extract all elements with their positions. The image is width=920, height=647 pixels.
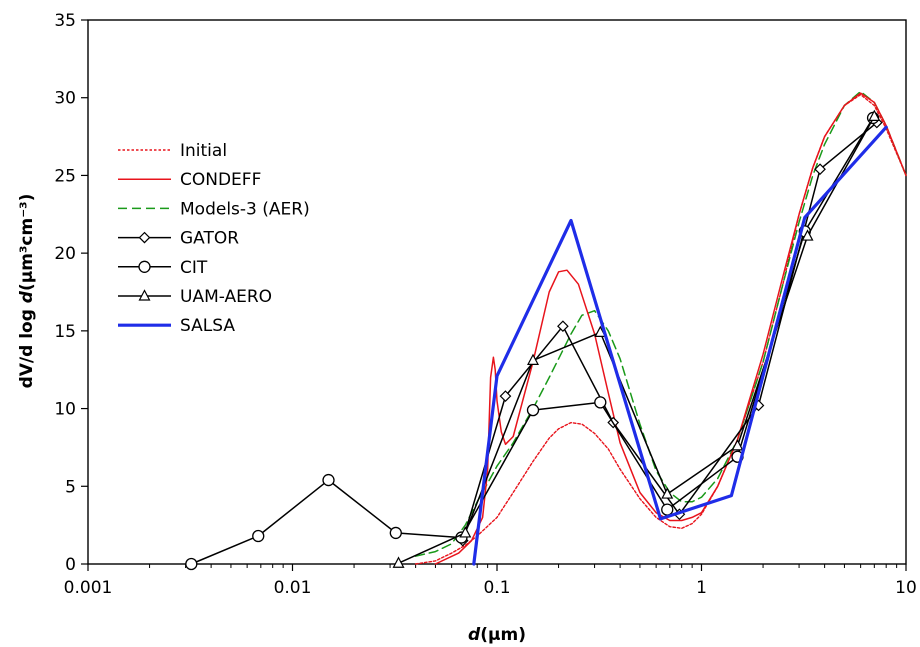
x-tick-label: 0.001 xyxy=(64,578,113,598)
legend-marker-cit xyxy=(138,260,151,273)
data-point-cit xyxy=(526,403,540,417)
series-initial xyxy=(414,93,907,565)
data-point-uam-aero xyxy=(459,526,472,538)
legend-label-models-3-aer: Models-3 (AER) xyxy=(180,199,310,219)
legend-entry-uam-aero: UAM-AERO xyxy=(118,287,272,307)
series-line-condeff xyxy=(434,92,907,565)
y-tick-label: 5 xyxy=(65,477,76,497)
y-tick-label: 30 xyxy=(54,89,76,109)
legend-label-uam-aero: UAM-AERO xyxy=(180,287,272,307)
series-line-models-3-aer xyxy=(414,90,907,557)
legend-entry-models-3-aer: Models-3 (AER) xyxy=(118,199,310,219)
data-point-cit xyxy=(252,529,265,543)
series-line-uam-aero xyxy=(397,115,876,564)
legend-label-salsa: SALSA xyxy=(180,316,235,336)
y-axis-title: dV/d log d(µm³cm⁻³) xyxy=(17,194,37,389)
data-point-uam-aero xyxy=(661,487,674,499)
y-tick-label: 25 xyxy=(54,166,76,186)
legend-marker-gator xyxy=(138,231,151,244)
x-axis-title: d(µm) xyxy=(468,625,526,645)
legend: Initial CONDEFF Models-3 (AER) GATOR CIT UAM-… xyxy=(118,141,310,336)
legend-label-cit: CIT xyxy=(180,258,208,278)
series-condeff xyxy=(434,92,907,565)
data-point-gator xyxy=(814,163,826,176)
x-tick-label: 0.1 xyxy=(483,578,510,598)
y-tick-label: 15 xyxy=(54,322,76,342)
x-tick-label: 0.01 xyxy=(274,578,312,598)
data-point-uam-aero xyxy=(868,109,881,121)
series-line-gator xyxy=(461,121,878,542)
legend-label-condeff: CONDEFF xyxy=(180,170,261,190)
y-tick-label: 10 xyxy=(54,400,76,420)
data-point-cit xyxy=(185,557,198,571)
data-point-cit xyxy=(322,473,335,487)
legend-entry-salsa: SALSA xyxy=(118,316,235,336)
y-tick-label: 20 xyxy=(54,244,76,264)
y-tick-label: 0 xyxy=(65,555,76,575)
data-point-uam-aero xyxy=(801,229,814,241)
data-point-uam-aero xyxy=(392,556,405,568)
series-line-initial xyxy=(414,93,907,565)
data-point-uam-aero xyxy=(731,439,744,451)
legend-label-initial: Initial xyxy=(180,141,227,161)
series-salsa xyxy=(472,125,888,566)
data-point-uam-aero xyxy=(527,353,540,365)
legend-marker-uam-aero xyxy=(138,289,151,301)
series-line-salsa xyxy=(472,125,888,566)
x-tick-label: 1 xyxy=(696,578,707,598)
legend-entry-gator: GATOR xyxy=(118,229,239,249)
x-tick-label: 10 xyxy=(895,578,917,598)
legend-label-gator: GATOR xyxy=(180,229,239,249)
legend-entry-condeff: CONDEFF xyxy=(118,170,261,190)
data-point-cit xyxy=(389,526,402,540)
series-models-3-aer xyxy=(414,90,907,557)
series-uam-aero xyxy=(392,109,881,568)
legend-entry-initial: Initial xyxy=(118,141,227,161)
series-layer xyxy=(185,90,907,571)
data-point-gator xyxy=(557,320,569,333)
data-point-gator xyxy=(499,390,512,402)
data-point-cit xyxy=(661,503,674,516)
series-gator xyxy=(456,116,883,547)
data-point-cit xyxy=(594,396,607,409)
legend-entry-cit: CIT xyxy=(118,258,208,278)
axes: 0.001 0.01 0.1 1 10 0 5 10 15 20 25 30 35 xyxy=(54,11,916,598)
y-tick-label: 35 xyxy=(54,11,76,31)
